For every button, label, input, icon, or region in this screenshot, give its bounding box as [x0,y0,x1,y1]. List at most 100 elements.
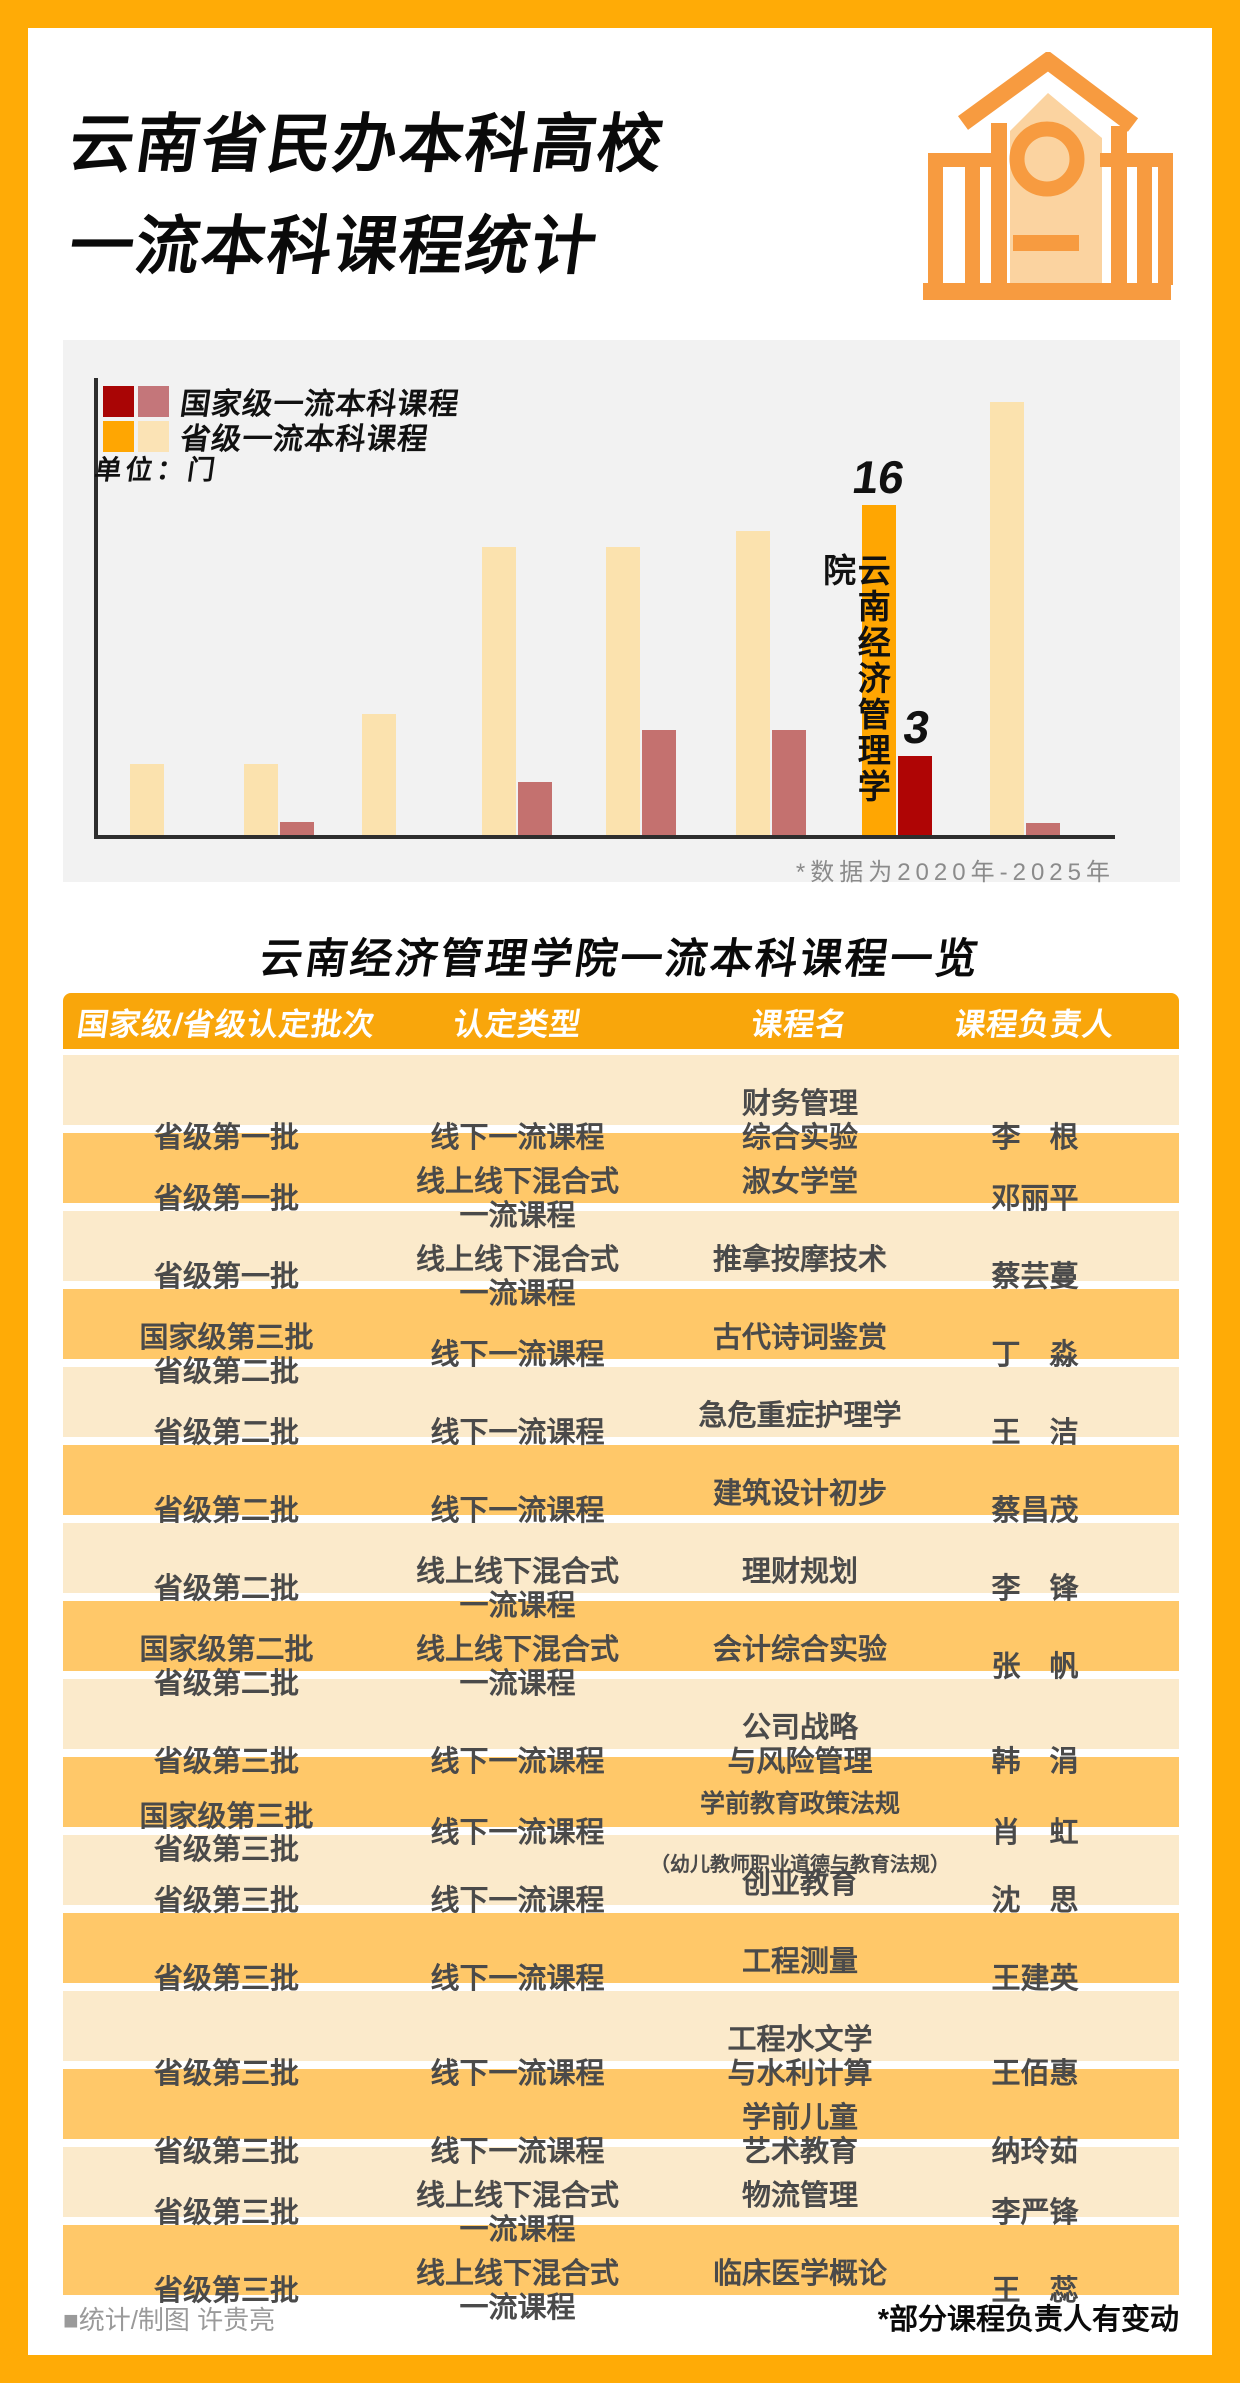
table-row: 省级第二批 线上线下混合式 一流课程 理财规划 李 锋 [63,1523,1179,1622]
cell-batch: 省级第一批 [153,1261,299,1294]
chart-panel: 国家级一流本科课程 省级一流本科课程 单位：门 16 3 云南经济管理学院 *数… [63,340,1180,886]
cell-person: 李 根 [991,1121,1079,1154]
course-name: 理财规划 [741,1556,858,1589]
cell-batch: 省级第三批 [153,2057,299,2090]
school-building-icon [920,50,1175,304]
page-title-line-1: 云南省民办本科高校 [64,108,670,180]
cell-type: 线下一流课程 [430,1817,605,1850]
bar-provincial [130,764,164,835]
legend-swatch-provincial-dark [103,420,134,452]
cell-course: 淑女学堂 [645,1133,955,1266]
course-subtitle: （幼儿教师职业道德与教育法规） [650,1854,950,1877]
chart-footnote: *数据为2020年-2025年 [795,859,1115,886]
cell-course: 工程测量 [645,1913,955,2046]
cell-batch: 省级第二批 [153,1573,299,1606]
course-name: 工程水文学 与水利计算 [727,2024,873,2090]
cell-batch: 省级第三批 [153,1745,299,1778]
cell-batch: 省级第三批 [153,2135,299,2168]
cell-course: 学前儿童 艺术教育 [645,2069,955,2236]
course-name: 财务管理 综合实验 [741,1088,858,1154]
cell-type: 线下一流课程 [430,1417,605,1450]
cell-batch: 省级第一批 [153,1121,299,1154]
cell-type: 线下一流课程 [430,1339,605,1372]
highlight-school-label: 云南经济管理学院 [818,553,891,805]
legend-swatch-provincial-light [138,420,169,452]
cell-course: 急危重症护理学 [645,1367,955,1500]
legend-swatch-national-dark [103,385,134,417]
cell-type: 线下一流课程 [430,1495,605,1528]
cell-person: 韩 涓 [991,1745,1079,1778]
cell-person: 丁 淼 [991,1339,1079,1372]
cell-person: 王 蕊 [991,2275,1079,2308]
cell-type: 线下一流课程 [430,1745,605,1778]
course-name: 急危重症护理学 [698,1400,902,1433]
table-row: 国家级第三批 省级第三批 线下一流课程 学前教育政策法规 （幼儿教师职业道德与教… [63,1757,1179,1876]
cell-batch: 省级第三批 [153,2275,299,2308]
cell-course: 会计综合实验 [645,1601,955,1734]
value-label-16: 16 [849,451,909,503]
table-row: 省级第一批 线下一流课程 财务管理 综合实验 李 根 [63,1055,1179,1154]
cell-type: 线上线下混合式 一流课程 [415,1634,619,1700]
course-name: 建筑设计初步 [712,1478,887,1511]
cell-person: 李 锋 [991,1573,1079,1606]
bar-provincial-highlight [862,505,896,835]
cell-type: 线上线下混合式 一流课程 [415,1166,619,1232]
table-header-type: 认定类型 [450,1006,584,1042]
credit-text: ■统计/制图 许贵亮 [63,2305,276,2335]
bar-national [518,782,552,835]
course-name: 创业教育 [741,1868,858,1901]
bar-national [280,822,314,835]
cell-batch: 省级第一批 [153,1183,299,1216]
cell-batch: 省级第二批 [153,1417,299,1450]
table-header-batch: 国家级/省级认定批次 [74,1006,378,1042]
legend-swatch-national-light [138,385,169,417]
cell-person: 张 帆 [991,1651,1079,1684]
cell-batch: 国家级第二批 省级第二批 [139,1634,314,1700]
value-label-3: 3 [900,701,934,753]
cell-course: 公司战略 与风险管理 [645,1679,955,1846]
cell-type: 线上线下混合式 一流课程 [415,2180,619,2246]
cell-person: 蔡芸蔓 [991,1261,1079,1294]
course-name: 淑女学堂 [741,1166,858,1199]
cell-course: 工程水文学 与水利计算 [645,1991,955,2158]
course-name: 古代诗词鉴赏 [712,1322,887,1355]
cell-type: 线下一流课程 [430,2057,605,2090]
cell-course: 建筑设计初步 [645,1445,955,1578]
cell-person: 纳玲茹 [991,2135,1079,2168]
bar-provincial [606,547,640,835]
table-row: 省级第三批 线下一流课程 公司战略 与风险管理 韩 涓 [63,1679,1179,1778]
cell-batch: 省级第三批 [153,1885,299,1918]
cell-course: 学前教育政策法规 （幼儿教师职业道德与教育法规） [645,1757,955,1911]
table-row: 省级第一批 线上线下混合式 一流课程 淑女学堂 邓丽平 [63,1133,1179,1232]
course-name: 推拿按摩技术 [712,1244,887,1277]
table-row: 省级第二批 线下一流课程 急危重症护理学 王 洁 [63,1367,1179,1449]
change-note: *部分课程负责人有变动 [877,2304,1179,2336]
bar-provincial [482,547,516,835]
table-body: 省级第一批 线下一流课程 财务管理 综合实验 李 根 省级第一批 线上线下混合式… [63,1055,1179,2324]
bar-national [642,730,676,835]
cell-course: 创业教育 [645,1835,955,1968]
cell-person: 王佰惠 [991,2057,1079,2090]
cell-course: 推拿按摩技术 [645,1211,955,1344]
cell-course: 理财规划 [645,1523,955,1656]
table-row: 国家级第二批 省级第二批 线上线下混合式 一流课程 会计综合实验 张 帆 [63,1601,1179,1700]
legend-row-national: 国家级一流本科课程 [103,379,462,423]
cell-batch: 省级第三批 [153,1963,299,1996]
legend-row-provincial: 省级一流本科课程 [103,414,431,458]
cell-course: 财务管理 综合实验 [645,1055,955,1222]
y-axis [94,378,98,839]
cell-person: 沈 思 [991,1885,1079,1918]
bars [63,340,1180,882]
x-axis [94,835,1115,839]
bar-provincial [244,764,278,835]
cell-batch: 国家级第三批 省级第二批 [139,1322,314,1388]
cell-batch: 国家级第三批 省级第三批 [139,1800,314,1866]
cell-batch: 省级第三批 [153,2197,299,2230]
course-name: 临床医学概论 [712,2258,887,2291]
bar-provincial [990,402,1024,835]
table-header-course: 课程名 [749,1006,851,1042]
course-name: 学前儿童 艺术教育 [741,2102,858,2168]
cell-person: 王建英 [991,1963,1079,1996]
table-row: 省级第三批 线下一流课程 工程水文学 与水利计算 王佰惠 [63,1991,1179,2090]
